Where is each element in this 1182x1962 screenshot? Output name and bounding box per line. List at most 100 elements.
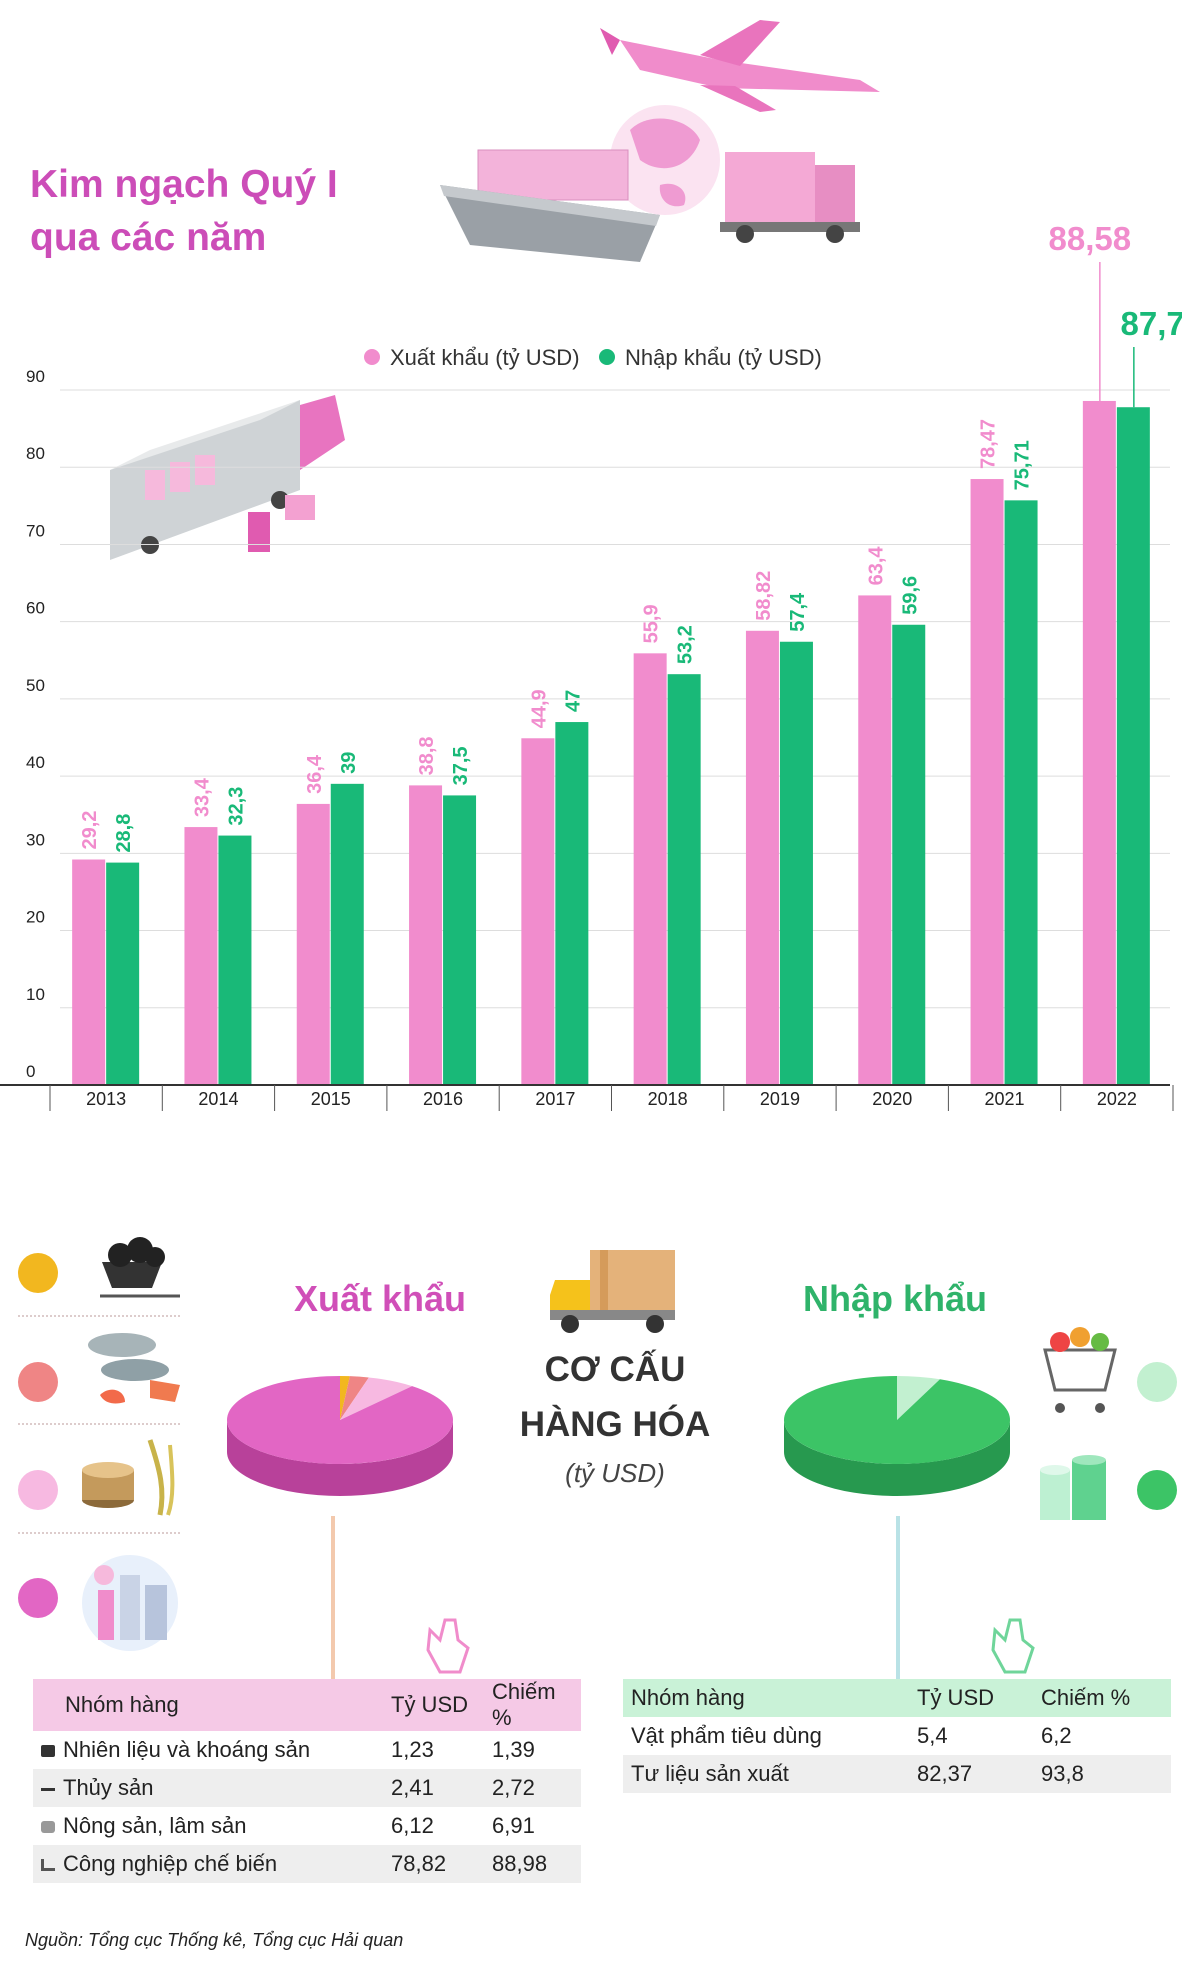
row-share: 93,8 (1033, 1755, 1171, 1793)
export-bar (521, 738, 555, 1085)
coal-cart-icon (41, 1745, 55, 1758)
row-name: Nhiên liệu và khoáng sản (63, 1737, 311, 1762)
row-share: 6,91 (484, 1807, 581, 1845)
row-name: Tư liệu sản xuất (623, 1755, 909, 1793)
row-value: 5,4 (909, 1717, 1033, 1755)
data-label: 75,71 (1012, 440, 1034, 490)
structure-unit: (tỷ USD) (565, 1458, 665, 1488)
import-bar (1116, 407, 1150, 1085)
export-section-title: Xuất khẩu (293, 1278, 467, 1319)
industry-icon (82, 1555, 178, 1651)
export-bar (1082, 400, 1116, 1085)
import-bar (779, 641, 813, 1085)
row-value: 6,12 (383, 1807, 484, 1845)
legend-swatch (599, 349, 615, 365)
row-share: 88,98 (484, 1845, 581, 1883)
legend-label: Nhập khẩu (tỷ USD) (625, 345, 822, 370)
chart-legend: Xuất khẩu (tỷ USD) Nhập khẩu (tỷ USD) (364, 345, 822, 370)
data-label: 28,8 (113, 814, 135, 853)
data-label: 39 (338, 752, 360, 774)
import-section-title: Nhập khẩu (802, 1278, 988, 1319)
structure-title-line2: HÀNG HÓA (519, 1405, 711, 1444)
grocery-cart-icon (1043, 1327, 1117, 1413)
data-label: 29,2 (79, 811, 101, 850)
x-tick-label: 2019 (760, 1089, 800, 1109)
data-label: 59,6 (899, 576, 921, 615)
table-row: Nhiên liệu và khoáng sản 1,23 1,39 (33, 1731, 581, 1769)
col-value: Tỷ USD (909, 1679, 1033, 1717)
data-label: 37,5 (450, 746, 472, 785)
y-tick-label: 80 (26, 444, 45, 463)
coal-cart-icon (100, 1237, 180, 1298)
ship-illustration (440, 149, 660, 262)
airplane-illustration (600, 20, 880, 112)
legend-swatch (364, 349, 380, 365)
import-bar (1004, 500, 1038, 1085)
category-color-dots (18, 1253, 1177, 1618)
import-bar (330, 783, 364, 1085)
row-value: 2,41 (383, 1769, 484, 1807)
data-label: 38,8 (416, 736, 438, 775)
y-tick-label: 20 (26, 908, 45, 927)
table-row: Nông sản, lâm sản 6,12 6,91 (33, 1807, 581, 1845)
x-tick-label: 2015 (311, 1089, 351, 1109)
x-tick-label: 2013 (86, 1089, 126, 1109)
pie-slice (340, 1376, 369, 1420)
export-pie-chart (226, 1376, 453, 1496)
data-label: 47 (562, 690, 584, 712)
category-icons (18, 1237, 1117, 1651)
pie-slice (340, 1377, 413, 1420)
row-name: Thủy sản (63, 1775, 154, 1800)
data-label: 58,82 (753, 571, 775, 621)
export-bar (745, 630, 779, 1085)
col-value: Tỷ USD (383, 1679, 484, 1731)
data-label: 63,4 (865, 546, 887, 586)
import-table: Nhóm hàng Tỷ USD Chiếm % Vật phẩm tiêu d… (623, 1679, 1171, 1793)
row-name-cell: Thủy sản (33, 1769, 383, 1807)
pie-slice (340, 1376, 350, 1420)
export-table: Nhóm hàng Tỷ USD Chiếm % Nhiên liệu và k… (33, 1679, 581, 1883)
chart-bars (72, 400, 1150, 1085)
import-bar (443, 795, 477, 1085)
export-table-header: Nhóm hàng Tỷ USD Chiếm % (33, 1679, 581, 1731)
x-tick-label: 2022 (1097, 1089, 1137, 1109)
data-label: 36,4 (304, 754, 326, 794)
x-tick-label: 2014 (198, 1089, 238, 1109)
category-color-dot (18, 1470, 58, 1510)
y-tick-label: 50 (26, 676, 45, 695)
import-table-header: Nhóm hàng Tỷ USD Chiếm % (623, 1679, 1171, 1717)
export-bar (409, 785, 443, 1085)
data-label: 87,77 (1121, 305, 1182, 342)
import-pie-chart (783, 1376, 1010, 1496)
export-bar (296, 803, 330, 1085)
export-bar (970, 479, 1004, 1085)
row-value: 78,82 (383, 1845, 484, 1883)
y-tick-label: 10 (26, 985, 45, 1004)
table-row: Thủy sản 2,41 2,72 (33, 1769, 581, 1807)
import-bar (892, 624, 926, 1085)
globe-illustration (610, 105, 720, 215)
export-bar (72, 859, 106, 1085)
table-row: Vật phẩm tiêu dùng 5,4 6,2 (623, 1717, 1171, 1755)
data-label: 53,2 (675, 625, 697, 664)
data-labels: 29,2 28,8 33,4 32,3 36,4 39 38,8 37,5 44,9 47 55,9… (79, 220, 1182, 853)
legend-label: Xuất khẩu (tỷ USD) (390, 345, 580, 370)
table-row: Công nghiệp chế biến 78,82 88,98 (33, 1845, 581, 1883)
paper-rolls-icon (1040, 1455, 1106, 1520)
row-name: Nông sản, lâm sản (63, 1813, 247, 1838)
data-label: 55,9 (641, 604, 663, 643)
export-bar (633, 653, 667, 1085)
pie-side (784, 1420, 1010, 1496)
row-name-cell: Nông sản, lâm sản (33, 1807, 383, 1845)
category-color-dot (18, 1578, 58, 1618)
x-tick-label: 2020 (872, 1089, 912, 1109)
import-bar (218, 835, 252, 1085)
category-color-dot (18, 1253, 58, 1293)
y-tick-label: 40 (26, 753, 45, 772)
pie-slice (783, 1376, 1010, 1464)
col-share: Chiếm % (484, 1679, 581, 1731)
row-value: 1,23 (383, 1731, 484, 1769)
seafood-icon (88, 1333, 180, 1404)
pie-slice (897, 1376, 940, 1420)
x-tick-label: 2021 (985, 1089, 1025, 1109)
